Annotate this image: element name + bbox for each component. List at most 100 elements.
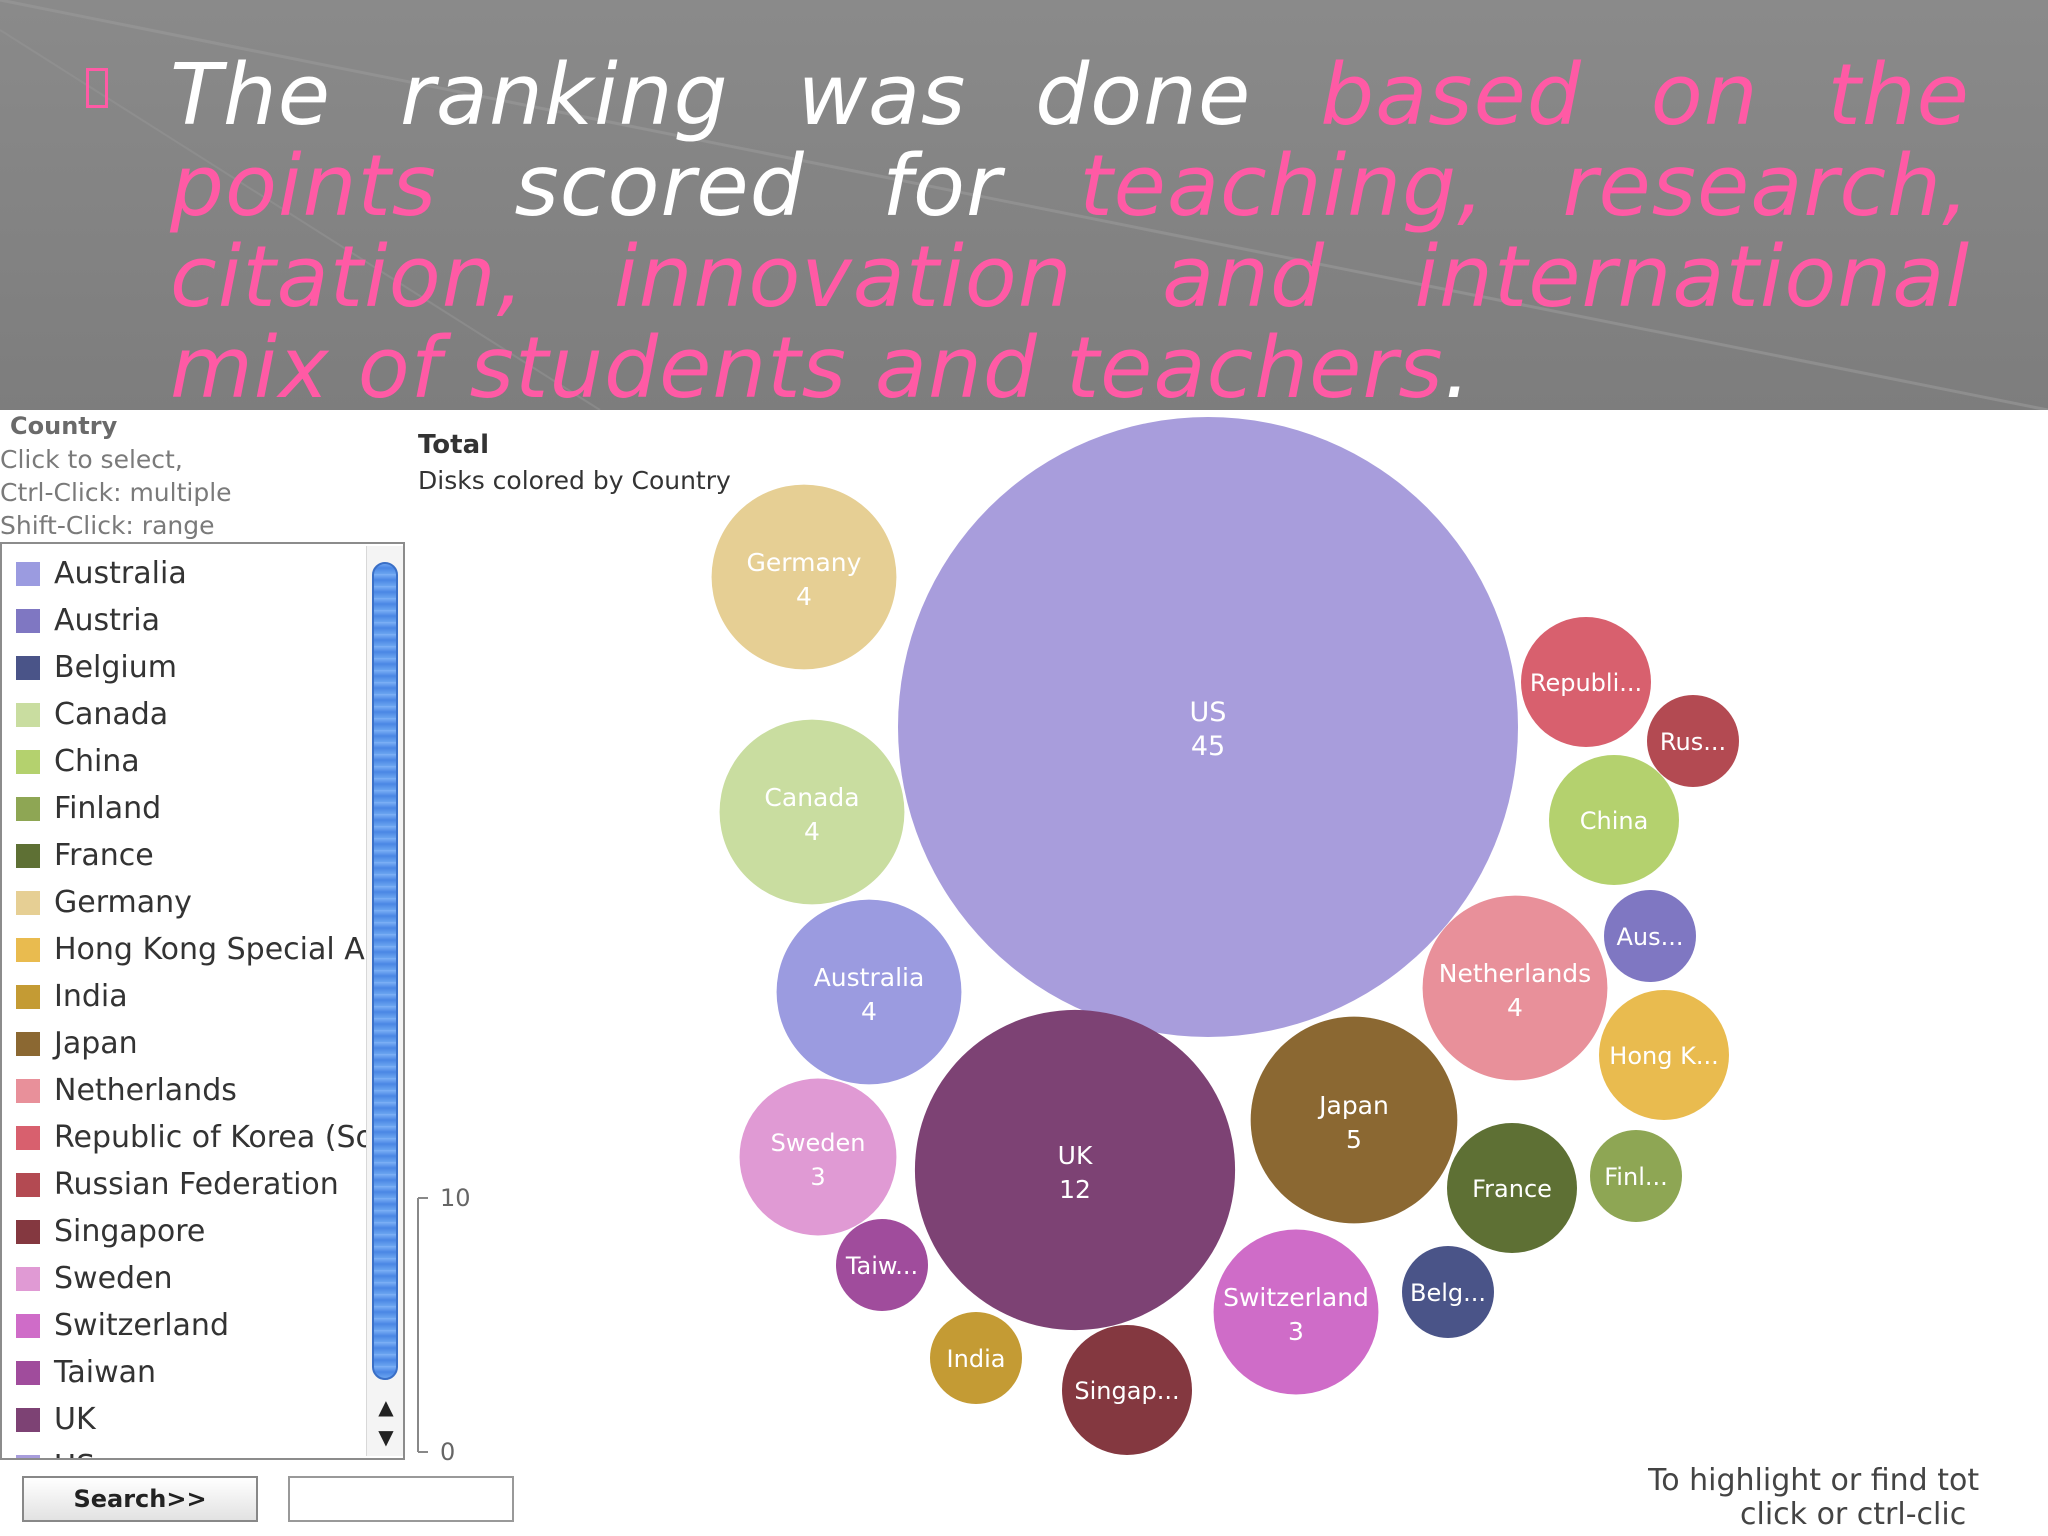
bubble-label: Aus...	[1616, 923, 1683, 951]
bubble-label: Republi...	[1530, 669, 1642, 697]
header-decoration	[0, 0, 2048, 410]
bubble[interactable]: Japan 5	[1250, 1016, 1458, 1224]
country-list-item[interactable]: Netherlands	[16, 1067, 368, 1114]
bubble-label: China	[1580, 807, 1649, 835]
bubble-disk[interactable]	[1590, 1130, 1682, 1222]
bubble[interactable]: Rus...	[1647, 695, 1739, 787]
bubble-label: US	[1190, 697, 1227, 728]
bubble[interactable]: Australia 4	[776, 899, 962, 1085]
bubble-disk[interactable]	[1422, 895, 1608, 1081]
country-list-item[interactable]: Austria	[16, 597, 368, 644]
country-list-item[interactable]: Australia	[16, 550, 368, 597]
bubble-disk[interactable]	[739, 1078, 897, 1236]
bubble-disk[interactable]	[836, 1219, 928, 1311]
country-list-item[interactable]: India	[16, 973, 368, 1020]
bubble[interactable]: Switzerland 3	[1213, 1229, 1379, 1395]
bubble-disk[interactable]	[719, 719, 905, 905]
country-list-item[interactable]: Republic of Korea (So	[16, 1114, 368, 1161]
color-swatch	[16, 1407, 40, 1432]
bubble-value-label: 5	[1346, 1125, 1362, 1154]
color-swatch	[16, 1219, 40, 1244]
chart-title: Total	[418, 430, 490, 460]
country-listbox[interactable]: Australia Austria Belgium Canada China Finlan…	[0, 542, 405, 1460]
country-list-item[interactable]: Taiwan	[16, 1349, 368, 1396]
bubble-disk[interactable]	[914, 1009, 1236, 1331]
color-swatch	[16, 984, 40, 1009]
bubble-disk[interactable]	[1402, 1246, 1494, 1338]
panel-hint-line: Click to select,	[0, 445, 183, 474]
scroll-up-arrow-icon[interactable]: ▲	[378, 1395, 394, 1419]
country-list-item[interactable]: Finland	[16, 785, 368, 832]
color-swatch	[16, 655, 40, 680]
country-label: UK	[54, 1402, 96, 1437]
bubble-disk[interactable]	[1250, 1016, 1458, 1224]
country-label: Belgium	[54, 650, 177, 685]
color-swatch	[16, 1172, 40, 1197]
bubble-disk[interactable]	[1062, 1325, 1192, 1455]
bubble-disk[interactable]	[1447, 1123, 1577, 1253]
color-swatch	[16, 1454, 40, 1458]
country-label: Russian Federation	[54, 1167, 339, 1202]
scroll-down-arrow-icon[interactable]: ▼	[378, 1425, 394, 1449]
bubble[interactable]: Hong K...	[1599, 990, 1729, 1120]
country-list-item[interactable]: France	[16, 832, 368, 879]
bubble-disk[interactable]	[1213, 1229, 1379, 1395]
color-swatch	[16, 561, 40, 586]
country-list-item[interactable]: Canada	[16, 691, 368, 738]
bubble[interactable]: Republi...	[1521, 617, 1651, 747]
country-list-item[interactable]: Russian Federation	[16, 1161, 368, 1208]
bubble[interactable]: Netherlands 4	[1422, 895, 1608, 1081]
bubble-disk[interactable]	[930, 1312, 1022, 1404]
bubble[interactable]: Canada 4	[719, 719, 905, 905]
country-list-item[interactable]: US	[16, 1443, 368, 1458]
slide-headline: The ranking was done based on the points…	[170, 50, 1970, 410]
list-scrollbar[interactable]: ▲ ▼	[366, 546, 403, 1456]
country-label: China	[54, 744, 140, 779]
bubble-label: Switzerland	[1223, 1283, 1369, 1312]
color-swatch	[16, 937, 40, 962]
headline-segment: .	[1443, 319, 1472, 410]
color-swatch	[16, 1125, 40, 1150]
bubble-disk[interactable]	[711, 484, 897, 670]
bubble-value-label: 4	[796, 582, 812, 611]
bubble-disk[interactable]	[776, 899, 962, 1085]
bubble-label: France	[1472, 1175, 1552, 1203]
bubble-disk[interactable]	[1599, 990, 1729, 1120]
color-swatch	[16, 749, 40, 774]
bubble[interactable]: Aus...	[1604, 890, 1696, 982]
country-list-item[interactable]: China	[16, 738, 368, 785]
bubble-disk[interactable]	[1604, 890, 1696, 982]
bubble-disk[interactable]	[1521, 617, 1651, 747]
country-list-item[interactable]: UK	[16, 1396, 368, 1443]
color-swatch	[16, 796, 40, 821]
bubble[interactable]: Finl...	[1590, 1130, 1682, 1222]
bubble-disk[interactable]	[1647, 695, 1739, 787]
bubble[interactable]: China	[1549, 755, 1679, 885]
country-list-item[interactable]: Japan	[16, 1020, 368, 1067]
country-list-item[interactable]: Belgium	[16, 644, 368, 691]
country-list-item[interactable]: Singapore	[16, 1208, 368, 1255]
bubble[interactable]: UK 12	[914, 1009, 1236, 1331]
country-list-item[interactable]: Germany	[16, 879, 368, 926]
bubble[interactable]: Taiw...	[836, 1219, 928, 1311]
color-swatch	[16, 843, 40, 868]
bubble[interactable]: India	[930, 1312, 1022, 1404]
search-button[interactable]: Search>>	[22, 1476, 258, 1522]
bubble-disk[interactable]	[1549, 755, 1679, 885]
search-input[interactable]	[288, 1476, 514, 1522]
bubble[interactable]: Sweden 3	[739, 1078, 897, 1236]
bubble-label: Canada	[764, 783, 859, 812]
bubble-label: Hong K...	[1609, 1042, 1718, 1070]
bubble[interactable]: Germany 4	[711, 484, 897, 670]
bubble-disk[interactable]	[898, 417, 1518, 1037]
scroll-thumb[interactable]	[372, 562, 398, 1380]
bubble[interactable]: France	[1447, 1123, 1577, 1253]
country-list-item[interactable]: Sweden	[16, 1255, 368, 1302]
bubble[interactable]: Belg...	[1402, 1246, 1494, 1338]
slide-header: The ranking was done based on the points…	[0, 0, 2048, 410]
country-list-item[interactable]: Hong Kong Special A	[16, 926, 368, 973]
bubble[interactable]: Singap...	[1062, 1325, 1192, 1455]
country-list-item[interactable]: Switzerland	[16, 1302, 368, 1349]
country-label: Germany	[54, 885, 192, 920]
